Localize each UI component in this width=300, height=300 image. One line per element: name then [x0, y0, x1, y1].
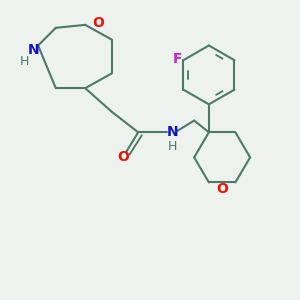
- Text: O: O: [216, 182, 228, 196]
- Text: O: O: [92, 16, 104, 30]
- Text: H: H: [20, 55, 29, 68]
- Text: N: N: [166, 125, 178, 139]
- Text: F: F: [173, 52, 182, 66]
- Text: H: H: [167, 140, 177, 153]
- Text: N: N: [28, 43, 40, 57]
- Text: O: O: [118, 150, 129, 164]
